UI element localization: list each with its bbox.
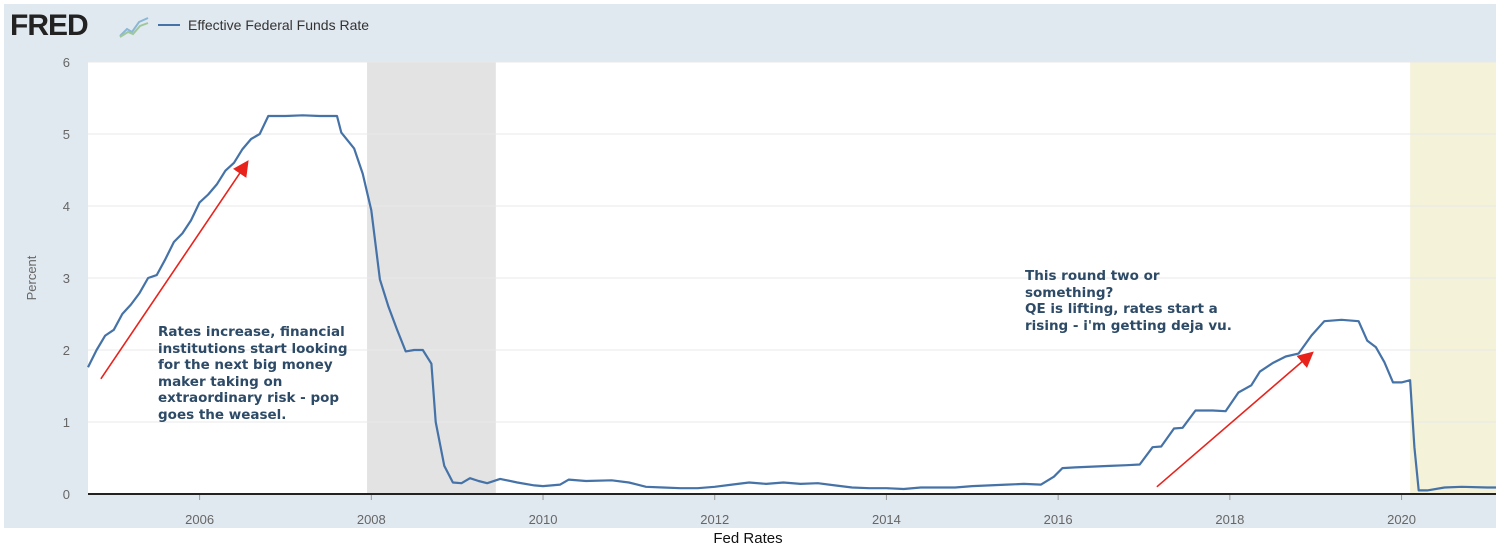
x-tick-label: 2010 bbox=[529, 512, 558, 527]
annotation-arrow bbox=[100, 160, 249, 380]
x-tick-label: 2016 bbox=[1044, 512, 1073, 527]
x-tick-label: 2014 bbox=[872, 512, 901, 527]
y-tick-label: 2 bbox=[63, 343, 70, 358]
legend-label: Effective Federal Funds Rate bbox=[188, 17, 370, 33]
annotation-arrow bbox=[1156, 351, 1314, 488]
chart-header: FRED Effective Federal Funds Rate bbox=[4, 4, 1496, 44]
y-tick-label: 6 bbox=[63, 55, 70, 70]
series-line bbox=[87, 114, 1496, 492]
y-axis-label: Percent bbox=[24, 255, 39, 300]
y-tick-label: 4 bbox=[63, 199, 70, 214]
x-tick-label: 2006 bbox=[185, 512, 214, 527]
legend-swatch bbox=[158, 24, 180, 26]
x-tick-label: 2012 bbox=[700, 512, 729, 527]
x-tick-label: 2020 bbox=[1387, 512, 1416, 527]
line-chart-icon bbox=[119, 17, 149, 38]
y-tick-label: 1 bbox=[63, 415, 70, 430]
annotation-right: This round two or something? QE is lifti… bbox=[1025, 268, 1232, 334]
y-tick-label: 0 bbox=[63, 487, 70, 502]
chart-legend[interactable]: Effective Federal Funds Rate bbox=[158, 17, 369, 33]
y-tick-label: 5 bbox=[63, 127, 70, 142]
x-tick-label: 2018 bbox=[1215, 512, 1244, 527]
annotation-left: Rates increase, financial institutions s… bbox=[158, 324, 348, 423]
x-tick-label: 2008 bbox=[357, 512, 386, 527]
figure-caption: Fed Rates bbox=[713, 530, 783, 547]
fred-logo[interactable]: FRED bbox=[10, 9, 89, 42]
y-tick-label: 3 bbox=[63, 271, 70, 286]
